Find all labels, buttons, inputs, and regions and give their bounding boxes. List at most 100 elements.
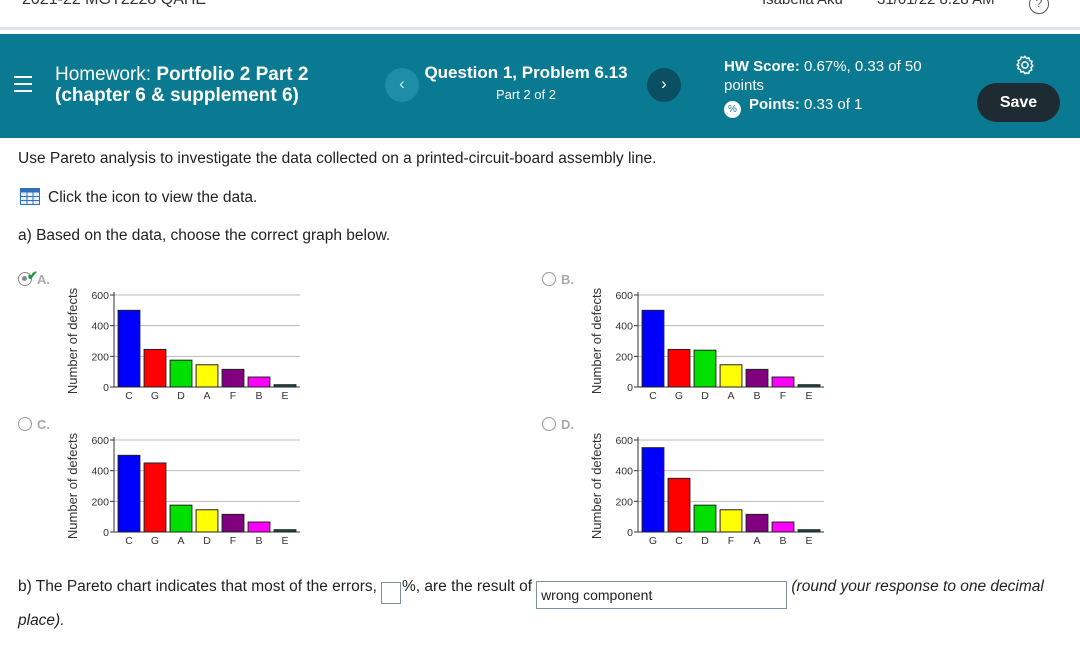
x-tick-label: B bbox=[753, 390, 760, 402]
x-tick-label: D bbox=[203, 535, 211, 547]
defect-type-field[interactable]: wrong component bbox=[536, 581, 788, 609]
hw-score-unit: points bbox=[724, 77, 765, 94]
pareto-chart-d: Number of defects 0 200 400 600 G C D F A B E bbox=[589, 432, 824, 547]
part-a-prompt: a) Based on the data, choose the correct… bbox=[18, 227, 391, 244]
y-tick-label: 600 bbox=[615, 290, 633, 302]
x-tick-label: F bbox=[728, 535, 734, 547]
bar-c bbox=[641, 309, 665, 388]
x-tick-label: F bbox=[230, 390, 236, 402]
bar-e bbox=[797, 384, 821, 388]
bar-b bbox=[247, 376, 271, 388]
option-a-letter: A. bbox=[37, 272, 50, 287]
points-row: % Points: 0.33 of 1 bbox=[724, 96, 862, 118]
bar-f bbox=[771, 376, 795, 388]
x-tick-label: F bbox=[780, 390, 786, 402]
partial-credit-icon: % bbox=[724, 101, 741, 118]
bar-a bbox=[169, 504, 193, 533]
help-icon[interactable]: ? bbox=[1029, 0, 1049, 14]
table-icon[interactable] bbox=[20, 188, 40, 205]
menu-icon[interactable] bbox=[14, 76, 32, 92]
bar-d bbox=[195, 509, 219, 533]
y-tick-label: 0 bbox=[103, 382, 109, 394]
y-tick-label: 0 bbox=[627, 382, 633, 394]
option-d[interactable]: D. bbox=[542, 417, 574, 432]
bar-g bbox=[143, 462, 167, 533]
y-axis-label: Number of defects bbox=[589, 287, 604, 394]
bar-a bbox=[195, 364, 219, 388]
x-tick-label: C bbox=[125, 390, 133, 402]
option-a-radio[interactable] bbox=[18, 272, 32, 286]
y-axis-label: Number of defects bbox=[589, 432, 604, 539]
pareto-chart-a: Number of defects 0 200 400 600 C G D A F B E bbox=[65, 287, 300, 402]
x-tick-label: A bbox=[727, 390, 734, 402]
bar-g bbox=[143, 348, 167, 388]
save-button[interactable]: Save bbox=[977, 83, 1060, 122]
x-tick-label: C bbox=[125, 535, 133, 547]
option-b[interactable]: B. bbox=[542, 272, 574, 287]
x-tick-label: A bbox=[753, 535, 760, 547]
x-tick-label: C bbox=[649, 390, 657, 402]
hw-score-value: 0.67%, 0.33 of 50 bbox=[799, 58, 922, 75]
user-name[interactable]: Isabella Aku bbox=[762, 0, 843, 8]
option-d-radio[interactable] bbox=[542, 417, 556, 431]
x-tick-label: D bbox=[177, 390, 185, 402]
bar-f bbox=[221, 513, 245, 533]
x-tick-label: A bbox=[177, 535, 184, 547]
bar-b bbox=[745, 368, 769, 388]
gear-icon[interactable] bbox=[1014, 54, 1036, 76]
previous-question-button[interactable]: ‹ bbox=[385, 68, 419, 102]
x-tick-label: C bbox=[675, 535, 683, 547]
course-name: 2021-22 MGT2228 QAHE bbox=[22, 0, 206, 9]
y-tick-label: 600 bbox=[91, 435, 109, 447]
view-data-link[interactable]: Click the icon to view the data. bbox=[20, 188, 257, 207]
assignment-header: Homework: Portfolio 2 Part 2 (chapter 6 … bbox=[0, 34, 1080, 138]
option-d-letter: D. bbox=[561, 417, 574, 432]
option-c-radio[interactable] bbox=[18, 417, 32, 431]
view-data-label[interactable]: Click the icon to view the data. bbox=[48, 189, 258, 206]
x-tick-label: E bbox=[281, 535, 288, 547]
bar-c bbox=[117, 309, 141, 388]
bar-c bbox=[667, 477, 691, 533]
datetime: 31/01/22 8:28 AM bbox=[877, 0, 995, 8]
homework-title: Homework: Portfolio 2 Part 2 (chapter 6 … bbox=[55, 64, 308, 106]
bar-e bbox=[797, 529, 821, 533]
y-tick-label: 400 bbox=[615, 321, 633, 333]
hw-score: HW Score: 0.67%, 0.33 of 50 points bbox=[724, 57, 944, 95]
question-title: Question 1, Problem 6.13 bbox=[424, 63, 628, 82]
option-a[interactable]: ✔ A. bbox=[18, 268, 50, 287]
option-b-radio[interactable] bbox=[542, 272, 556, 286]
y-tick-label: 400 bbox=[91, 321, 109, 333]
y-tick-label: 200 bbox=[615, 351, 633, 363]
y-axis-label: Number of defects bbox=[65, 287, 80, 394]
x-tick-label: D bbox=[701, 535, 709, 547]
option-b-letter: B. bbox=[561, 272, 574, 287]
pareto-chart-c: Number of defects 0 200 400 600 C G A D F B E bbox=[65, 432, 300, 547]
y-tick-label: 600 bbox=[91, 290, 109, 302]
option-c[interactable]: C. bbox=[18, 417, 50, 432]
bar-c bbox=[117, 454, 141, 533]
bar-f bbox=[719, 509, 743, 533]
homework-name: Portfolio 2 Part 2 bbox=[156, 64, 309, 85]
y-axis-label: Number of defects bbox=[65, 432, 80, 539]
bar-a bbox=[719, 364, 743, 388]
next-question-button[interactable]: › bbox=[647, 68, 681, 102]
y-tick-label: 0 bbox=[103, 527, 109, 539]
y-tick-label: 200 bbox=[615, 496, 633, 508]
y-tick-label: 200 bbox=[91, 351, 109, 363]
homework-prefix: Homework: bbox=[55, 64, 157, 85]
bar-e bbox=[273, 529, 297, 533]
bar-b bbox=[247, 521, 271, 533]
y-tick-label: 600 bbox=[615, 435, 633, 447]
problem-statement: Use Pareto analysis to investigate the d… bbox=[18, 150, 657, 167]
x-tick-label: A bbox=[203, 390, 210, 402]
x-tick-label: E bbox=[805, 535, 812, 547]
percent-input[interactable] bbox=[380, 581, 401, 604]
x-tick-label: G bbox=[151, 535, 159, 547]
homework-subtitle: (chapter 6 & supplement 6) bbox=[55, 85, 299, 106]
y-tick-label: 200 bbox=[91, 496, 109, 508]
bar-a bbox=[745, 513, 769, 533]
bar-e bbox=[273, 384, 297, 388]
y-tick-label: 0 bbox=[627, 527, 633, 539]
bar-f bbox=[221, 368, 245, 388]
x-tick-label: G bbox=[649, 535, 657, 547]
